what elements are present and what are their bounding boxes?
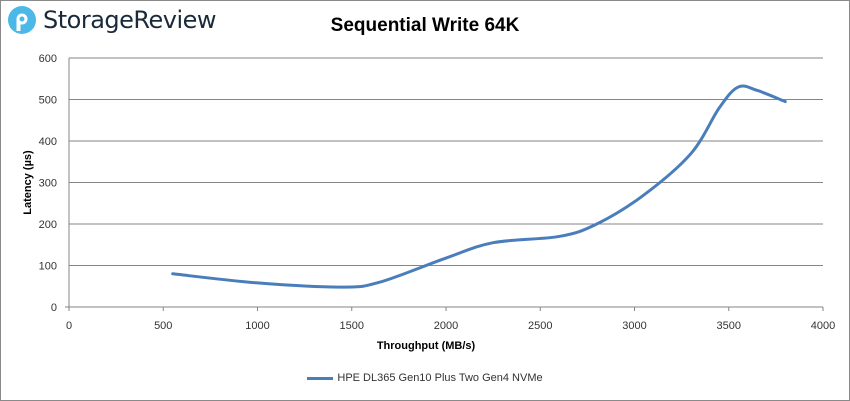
legend: HPE DL365 Gen10 Plus Two Gen4 NVMe [1, 372, 849, 384]
legend-label: HPE DL365 Gen10 Plus Two Gen4 NVMe [337, 372, 543, 384]
logo-icon [8, 6, 36, 34]
y-axis-label: Latency (µs) [22, 150, 34, 215]
y-tick-label: 100 [39, 261, 57, 273]
y-tick-label: 300 [39, 178, 57, 190]
x-tick-label: 2000 [434, 320, 458, 332]
x-tick-label: 500 [154, 320, 172, 332]
x-tick-label: 3500 [717, 320, 741, 332]
x-tick-label: 3000 [622, 320, 646, 332]
y-tick-label: 0 [51, 302, 57, 314]
storagereview-logo: StorageReview [7, 5, 217, 35]
y-tick-label: 600 [39, 53, 57, 65]
logo-text: StorageReview [43, 6, 217, 34]
x-tick-label: 4000 [811, 320, 835, 332]
y-tick-label: 500 [39, 95, 57, 107]
x-tick-label: 0 [66, 320, 72, 332]
y-tick-label: 200 [39, 219, 57, 231]
x-tick-label: 2500 [528, 320, 552, 332]
legend-swatch [307, 376, 334, 380]
chart-title: Sequential Write 64K [330, 15, 520, 36]
series-line [171, 84, 787, 289]
x-axis-label: Throughput (MB/s) [377, 340, 476, 352]
x-tick-label: 1000 [245, 320, 269, 332]
x-tick-label: 1500 [340, 320, 364, 332]
y-tick-label: 400 [39, 136, 57, 148]
